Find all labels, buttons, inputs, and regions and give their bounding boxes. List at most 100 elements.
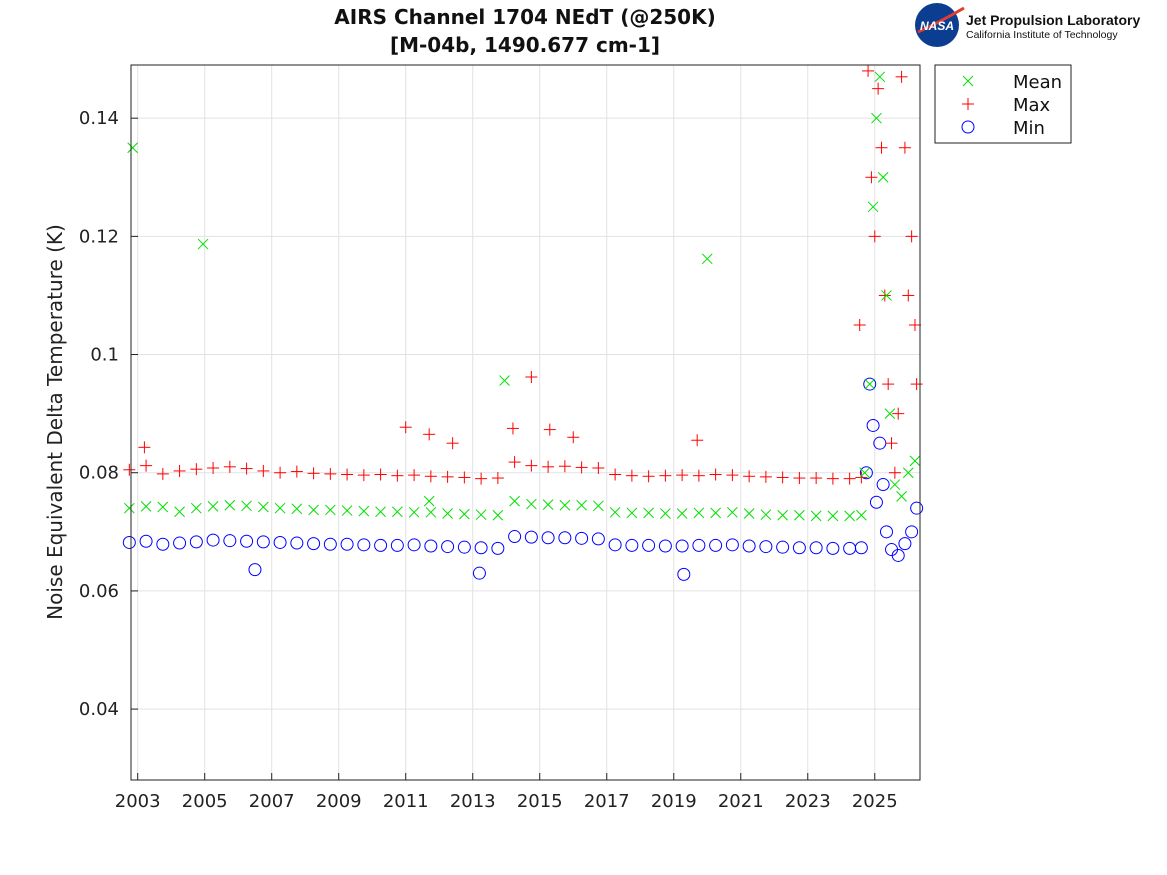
max-point: [862, 64, 875, 77]
max-point: [290, 465, 303, 478]
series-mean: [123, 71, 921, 522]
max-point: [885, 437, 898, 450]
marker-stroke: [777, 509, 788, 521]
min-point: [905, 525, 919, 539]
min-point: [273, 535, 287, 549]
marker-stroke: [190, 502, 202, 514]
mean-point: [408, 506, 420, 518]
mean-point: [174, 506, 185, 518]
mean-point: [909, 455, 921, 467]
mean-point: [902, 467, 914, 479]
marker-stroke: [867, 201, 879, 213]
mean-point: [425, 506, 437, 518]
mean-point: [874, 71, 886, 83]
max-point: [542, 460, 555, 473]
marker-stroke: [962, 75, 974, 87]
marker-stroke: [909, 455, 921, 467]
marker-stroke: [859, 467, 871, 479]
mean-point: [559, 499, 571, 511]
marker-stroke: [509, 495, 520, 507]
min-point: [390, 538, 404, 552]
max-point: [642, 470, 655, 483]
min-point: [709, 538, 723, 552]
mean-point: [274, 502, 286, 514]
min-point: [139, 534, 153, 548]
marker-stroke: [889, 479, 901, 490]
max-point: [759, 470, 772, 483]
min-point: [809, 541, 823, 555]
mean-point: [884, 408, 896, 419]
x-tick-label: 2021: [718, 791, 764, 812]
mean-point: [760, 509, 772, 521]
min-point: [898, 537, 912, 551]
y-tick-label: 0.08: [79, 463, 119, 484]
mean-point: [207, 501, 219, 512]
x-tick-label: 2011: [383, 791, 429, 812]
legend-label-min: Min: [1013, 118, 1045, 139]
marker-stroke: [459, 508, 470, 520]
marker-stroke: [423, 495, 435, 507]
max-point: [659, 469, 672, 482]
legend-label-max: Max: [1013, 95, 1051, 116]
mean-point: [526, 498, 537, 510]
marker-stroke: [727, 506, 738, 518]
data-marks: [122, 64, 924, 581]
min-point: [826, 541, 840, 555]
marker-stroke: [701, 253, 713, 265]
max-point: [875, 141, 888, 154]
y-axis-label: Noise Equivalent Delta Temperature (K): [43, 224, 67, 620]
min-point: [776, 540, 790, 554]
max-point: [709, 468, 722, 481]
max-point: [776, 471, 789, 484]
y-tick-label: 0.12: [79, 226, 119, 247]
chart-title-line-2: [M-04b, 1490.677 cm-1]: [390, 33, 660, 57]
min-point: [692, 538, 706, 552]
marker-stroke: [274, 502, 286, 514]
max-point: [692, 469, 705, 482]
marker-stroke: [827, 510, 839, 522]
mean-point: [881, 290, 892, 301]
mean-point: [864, 378, 876, 390]
mean-point: [626, 507, 638, 519]
grid: [131, 65, 920, 780]
nasa-swoosh-icon: [917, 6, 965, 34]
marker-stroke: [643, 507, 654, 519]
jpl-name: Jet Propulsion Laboratory: [966, 12, 1140, 28]
legend-box: [934, 64, 1072, 144]
max-point: [609, 468, 622, 481]
min-point: [725, 538, 739, 552]
max-point: [895, 70, 908, 83]
max-point: [676, 469, 689, 482]
mean-point: [871, 112, 882, 124]
mean-point: [593, 500, 604, 512]
min-point: [677, 567, 691, 581]
marker-stroke: [492, 509, 504, 521]
min-point: [759, 540, 773, 554]
marker-stroke: [593, 500, 604, 512]
min-point: [866, 418, 880, 432]
max-point: [424, 470, 437, 483]
x-tick-label: 2017: [584, 791, 630, 812]
min-point: [792, 541, 806, 555]
max-point: [391, 469, 404, 482]
min-point: [357, 538, 371, 552]
max-point: [853, 319, 866, 331]
min-point: [491, 541, 505, 555]
marker-stroke: [291, 503, 303, 515]
marker-stroke: [676, 508, 688, 519]
mean-point: [140, 501, 152, 512]
max-point: [374, 468, 387, 481]
mean-point: [123, 502, 135, 514]
plot-frame: [130, 64, 921, 781]
min-point: [675, 539, 689, 553]
min-point: [879, 525, 893, 539]
mean-point: [341, 505, 353, 516]
marker-stroke: [408, 506, 420, 518]
max-point: [257, 464, 270, 477]
marker-stroke: [626, 507, 638, 519]
max-point: [625, 469, 638, 482]
min-point: [575, 531, 589, 545]
mean-point: [701, 253, 713, 265]
